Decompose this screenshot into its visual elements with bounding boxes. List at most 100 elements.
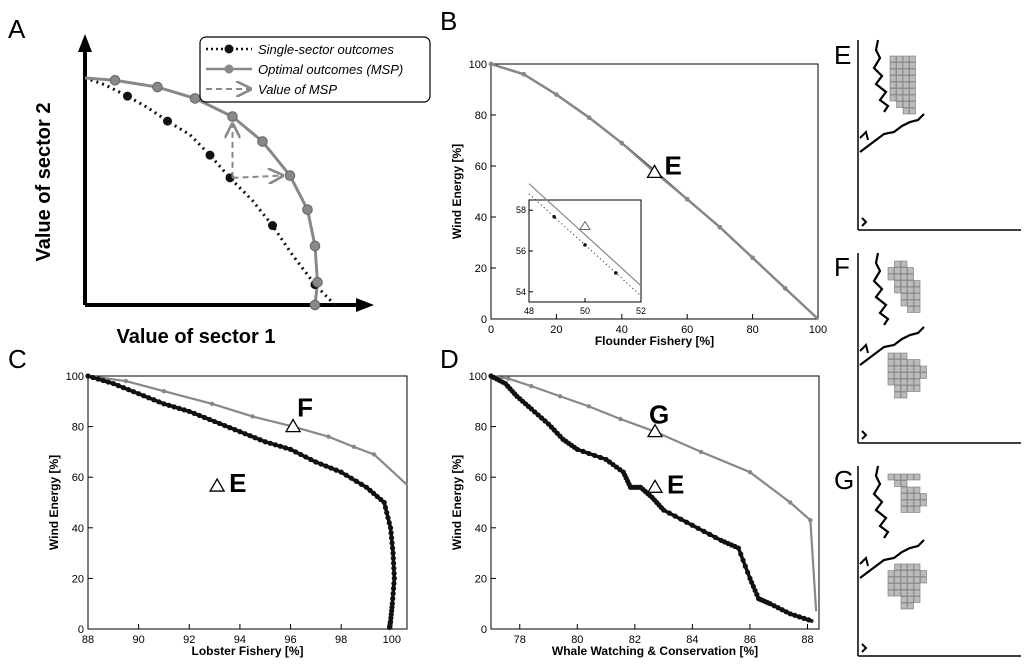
lease-cell <box>900 286 908 294</box>
y-tick-label: 60 <box>475 161 487 173</box>
plot-frame <box>490 375 820 630</box>
y-tick-label: 80 <box>72 422 84 434</box>
lease-cell <box>887 378 895 386</box>
panel-a-y-arrow <box>78 34 92 52</box>
lease-cell <box>907 589 914 597</box>
inset-y-tick-label: 56 <box>516 246 526 256</box>
panel-d-chart: 78 80 82 84 86 88 0 20 40 60 80 100 Whale Watching &… <box>450 371 820 658</box>
coastline-middle <box>859 326 925 366</box>
single-sector-point <box>389 540 395 546</box>
y-tick-label: 40 <box>475 212 487 224</box>
lease-cell <box>887 267 895 274</box>
lease-cell <box>896 62 903 69</box>
single-sector-point <box>712 534 719 541</box>
x-tick-label: 100 <box>383 634 401 646</box>
single-sector-point <box>779 607 785 613</box>
optimal-point <box>586 404 592 409</box>
inset-chart: 48 50 52 54 56 58 <box>516 183 646 316</box>
lease-cell <box>909 88 916 95</box>
x-tick-label: 100 <box>809 324 827 336</box>
optimal-point <box>506 376 511 381</box>
lease-cell <box>913 563 921 571</box>
lease-cell <box>894 385 901 392</box>
panel-label-c: C <box>8 344 27 374</box>
lease-cell <box>907 293 914 300</box>
single-sector-point <box>528 406 534 412</box>
coastline-cape <box>859 130 869 141</box>
lease-cell <box>900 378 908 386</box>
single-sector-point <box>391 575 397 582</box>
lease-cell <box>907 372 914 379</box>
coastline-south <box>861 643 868 653</box>
lease-cell <box>902 62 910 69</box>
lease-cell <box>907 583 914 590</box>
optimal-point <box>788 500 793 505</box>
lease-cell <box>900 563 908 571</box>
y-tick-label: 100 <box>469 59 487 71</box>
lease-cell <box>894 273 901 281</box>
plot-frame <box>87 375 408 630</box>
single-sector-point <box>308 456 314 463</box>
lease-cell <box>902 101 910 108</box>
scenario-marker-e <box>646 164 663 179</box>
single-sector-point <box>338 469 344 475</box>
single-sector-point <box>242 431 248 437</box>
optimal-point <box>326 434 331 439</box>
legend-label-optimal: Optimal outcomes (MSP) <box>258 62 403 77</box>
scenario-marker-g <box>646 423 664 438</box>
single-sector-point <box>267 440 273 446</box>
lease-cell <box>894 372 901 379</box>
lease-cell <box>907 306 914 313</box>
x-tick-label: 78 <box>514 634 526 646</box>
single-sector-point <box>348 475 354 481</box>
lease-cell <box>913 359 921 366</box>
inset-x-tick-label: 48 <box>524 306 534 316</box>
optimal-line <box>87 374 408 486</box>
optimal-point <box>227 111 238 122</box>
y-tick-label: 100 <box>469 371 487 383</box>
x-axis-label: Lobster Fishery [%] <box>191 644 303 658</box>
single-sector-point <box>115 383 121 389</box>
y-tick-label: 40 <box>72 523 84 535</box>
single-sector-point <box>136 391 142 397</box>
single-sector-point <box>378 496 384 503</box>
panel-label-e: E <box>834 40 851 70</box>
lease-cell <box>887 589 895 597</box>
single-sector-point <box>374 493 380 500</box>
single-sector-point <box>389 545 396 551</box>
lease-cell <box>900 506 908 513</box>
single-sector-point <box>211 418 218 425</box>
coastline-cape <box>859 556 869 567</box>
optimal-point <box>189 93 201 104</box>
lease-cell <box>913 299 921 307</box>
coastline-north <box>872 252 890 326</box>
lease-cell <box>889 75 897 82</box>
lease-cell <box>894 280 901 287</box>
lease-cell <box>900 602 908 610</box>
optimal-point <box>152 81 163 93</box>
single-sector-point <box>110 380 116 387</box>
lease-cell <box>909 81 916 89</box>
x-axis-label: Whale Watching & Conservation [%] <box>552 644 758 658</box>
single-sector-point <box>384 510 390 516</box>
single-sector-point <box>222 422 228 429</box>
single-sector-point <box>176 405 182 411</box>
optimal-point <box>309 299 321 311</box>
lease-cell <box>913 385 921 392</box>
single-sector-point <box>801 615 807 621</box>
inset-single-point <box>552 215 556 219</box>
optimal-point <box>284 170 296 181</box>
lease-cell <box>902 55 910 63</box>
y-tick-label: 0 <box>481 314 487 326</box>
inset-optimal-line <box>528 183 642 287</box>
single-sector-point <box>792 612 798 618</box>
lease-cell <box>909 68 916 76</box>
legend-box <box>199 36 431 103</box>
lease-cell <box>913 570 921 577</box>
lease-cell <box>907 299 914 307</box>
lease-cell <box>913 473 921 481</box>
panel-a-legend: Single-sector outcomes Optimal outcomes … <box>199 36 431 103</box>
optimal-line <box>490 374 818 612</box>
lease-cell <box>896 75 903 82</box>
inset-y-tick-label: 58 <box>516 205 526 215</box>
